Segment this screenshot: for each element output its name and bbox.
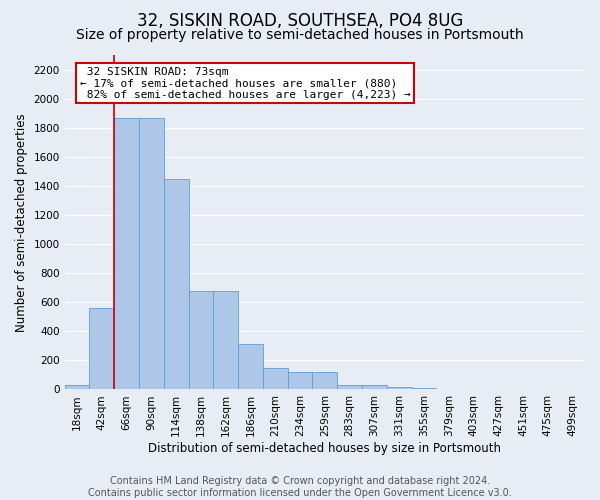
X-axis label: Distribution of semi-detached houses by size in Portsmouth: Distribution of semi-detached houses by … [148,442,502,455]
Bar [139,118,164,390]
Bar [263,368,287,390]
Text: Size of property relative to semi-detached houses in Portsmouth: Size of property relative to semi-detach… [76,28,524,42]
Bar [362,385,387,390]
Bar [214,290,238,390]
Text: Contains HM Land Registry data © Crown copyright and database right 2024.
Contai: Contains HM Land Registry data © Crown c… [88,476,512,498]
Y-axis label: Number of semi-detached properties: Number of semi-detached properties [15,113,28,332]
Text: 32 SISKIN ROAD: 73sqm
← 17% of semi-detached houses are smaller (880)
 82% of se: 32 SISKIN ROAD: 73sqm ← 17% of semi-deta… [80,66,410,100]
Bar [188,290,214,390]
Bar [412,388,436,390]
Bar [89,308,114,390]
Bar [461,388,486,390]
Bar [164,178,188,390]
Bar [337,385,362,390]
Text: 32, SISKIN ROAD, SOUTHSEA, PO4 8UG: 32, SISKIN ROAD, SOUTHSEA, PO4 8UG [137,12,463,30]
Bar [313,372,337,390]
Bar [287,372,313,390]
Bar [65,385,89,390]
Bar [238,344,263,390]
Bar [114,118,139,390]
Bar [436,388,461,390]
Bar [387,386,412,390]
